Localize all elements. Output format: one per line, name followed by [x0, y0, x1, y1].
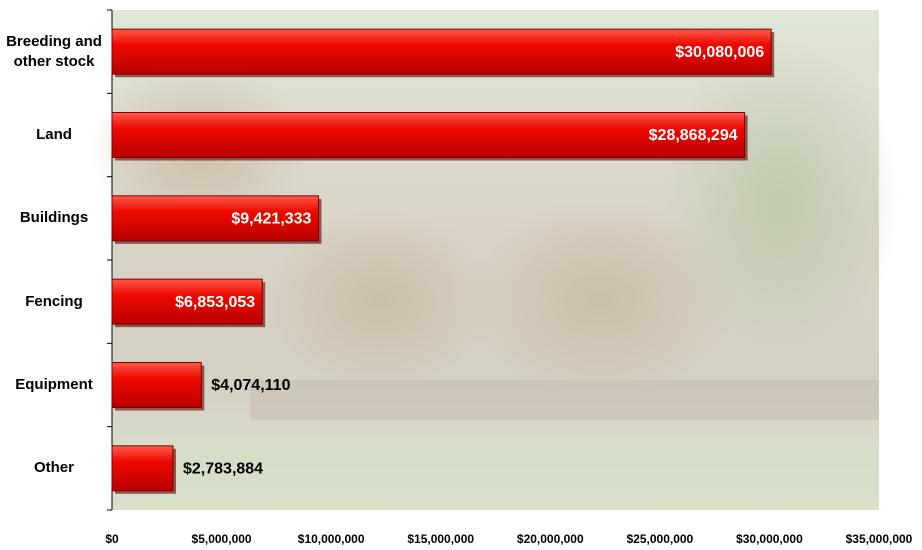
- x-tick-label: $30,000,000: [736, 532, 803, 546]
- y-tick-label: Other: [33, 459, 74, 477]
- bar: [111, 445, 174, 492]
- y-tick-label: Breeding and other stock: [6, 32, 102, 70]
- data-label: $4,074,110: [211, 377, 290, 394]
- x-tick-label: $25,000,000: [626, 532, 693, 546]
- x-tick-label: $20,000,000: [517, 532, 584, 546]
- data-label: $9,421,333: [231, 211, 311, 228]
- y-tick-label: Land: [36, 126, 72, 143]
- bar: [111, 278, 263, 325]
- bar: [111, 195, 319, 242]
- y-tick-label: Fencing: [25, 292, 83, 310]
- data-label: $28,868,294: [649, 127, 738, 144]
- x-tick-label: $10,000,000: [298, 532, 365, 546]
- x-tick-label: $5,000,000: [192, 532, 252, 546]
- bar: [111, 112, 746, 158]
- x-tick-label: $0: [105, 532, 119, 546]
- data-label: $30,080,006: [675, 44, 764, 61]
- y-tick-label: Equipment: [15, 376, 93, 393]
- data-label: $6,853,053: [175, 294, 255, 311]
- bar: [111, 28, 772, 75]
- x-tick-label: $15,000,000: [407, 532, 474, 546]
- bar: [111, 362, 202, 408]
- y-tick-label: Buildings: [19, 209, 89, 227]
- data-label: $2,783,884: [183, 461, 263, 478]
- background-photo: [90, 10, 900, 510]
- x-tick-label: $35,000,000: [846, 532, 913, 546]
